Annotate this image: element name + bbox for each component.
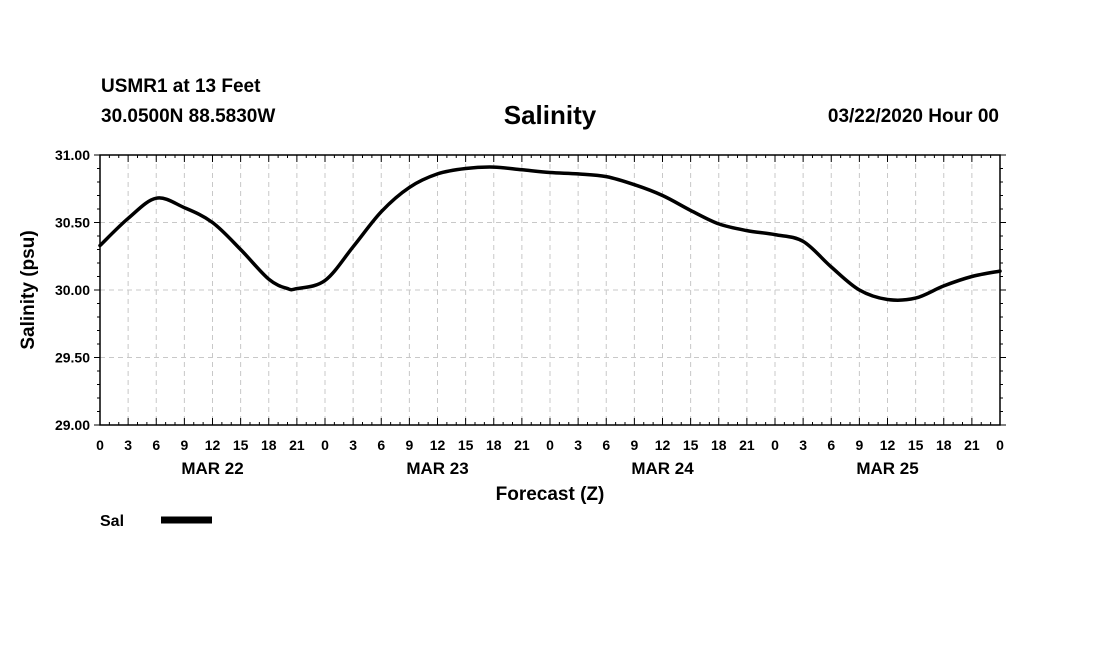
x-tick-label: 15: [683, 437, 699, 453]
x-tick-label: 15: [233, 437, 249, 453]
x-tick-label: 12: [880, 437, 896, 453]
day-label: MAR 24: [631, 459, 694, 478]
x-tick-label: 21: [739, 437, 755, 453]
x-tick-label: 21: [289, 437, 305, 453]
day-label: MAR 22: [181, 459, 243, 478]
x-tick-label: 12: [205, 437, 221, 453]
x-tick-label: 15: [908, 437, 924, 453]
x-tick-label: 18: [936, 437, 952, 453]
y-tick-labels: 29.00 29.50 30.00 30.50 31.00: [55, 147, 90, 433]
legend-label-sal: Sal: [100, 513, 124, 530]
x-tick-label: 15: [458, 437, 474, 453]
y-axis-title: Salinity (psu): [18, 230, 39, 349]
x-tick-label: 12: [430, 437, 446, 453]
x-tick-label: 6: [377, 437, 385, 453]
x-tick-label: 3: [574, 437, 582, 453]
y-tick-label: 29.00: [55, 417, 90, 433]
x-tick-label: 0: [96, 437, 104, 453]
grid: [100, 155, 1000, 425]
x-tick-label: 21: [514, 437, 530, 453]
x-tick-label: 3: [124, 437, 132, 453]
legend: Sal: [100, 513, 212, 530]
day-label: MAR 25: [856, 459, 918, 478]
y-tick-label: 29.50: [55, 350, 90, 366]
x-tick-label: 9: [630, 437, 638, 453]
x-tick-label: 12: [655, 437, 671, 453]
x-tick-label: 21: [964, 437, 980, 453]
x-tick-label: 0: [321, 437, 329, 453]
x-tick-label: 18: [711, 437, 727, 453]
x-tick-label: 18: [486, 437, 502, 453]
day-labels: MAR 22 MAR 23 MAR 24 MAR 25: [181, 459, 918, 478]
x-axis-title: Forecast (Z): [496, 484, 605, 505]
x-tick-labels: 0 3 6 9 12 15 18 21 0 3 6 9 12 15 18 21 0 3 6 9 12 15 18 21 0 3 6 9…: [96, 437, 1004, 453]
x-tick-label: 6: [602, 437, 610, 453]
x-tick-label: 0: [546, 437, 554, 453]
coordinates-label: 30.0500N 88.5830W: [101, 106, 276, 127]
x-tick-label: 3: [349, 437, 357, 453]
x-tick-label: 9: [855, 437, 863, 453]
chart-title: Salinity: [503, 100, 597, 130]
station-label: USMR1 at 13 Feet: [101, 76, 261, 97]
x-tick-label: 6: [827, 437, 835, 453]
x-tick-label: 0: [996, 437, 1004, 453]
y-tick-label: 31.00: [55, 147, 90, 163]
x-tick-label: 18: [261, 437, 277, 453]
y-tick-label: 30.50: [55, 215, 90, 231]
day-label: MAR 23: [406, 459, 468, 478]
forecast-run-time: 03/22/2020 Hour 00: [827, 106, 999, 127]
plot-frame: [99, 154, 1001, 426]
x-tick-label: 0: [771, 437, 779, 453]
x-tick-label: 9: [180, 437, 188, 453]
x-tick-label: 3: [799, 437, 807, 453]
x-tick-label: 9: [405, 437, 413, 453]
x-tick-label: 6: [152, 437, 160, 453]
y-tick-label: 30.00: [55, 282, 90, 298]
series-line-sal: [98, 165, 1002, 302]
